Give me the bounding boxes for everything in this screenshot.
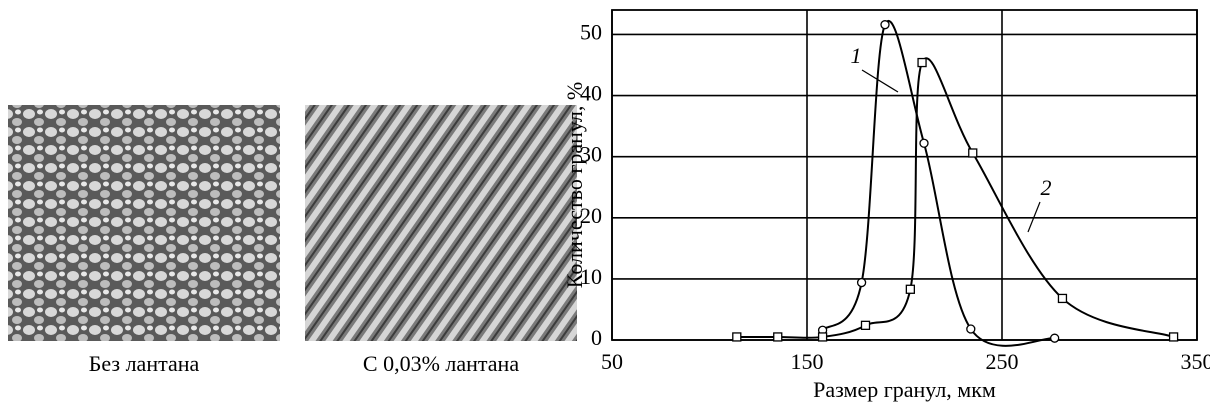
y-tick-label: 30 <box>580 142 602 167</box>
image-caption: Без лантана <box>89 351 200 376</box>
micrograph <box>8 105 280 341</box>
data-point <box>1057 293 1068 304</box>
y-tick-label: 0 <box>591 325 602 350</box>
y-tick-label: 20 <box>580 203 602 228</box>
leader-line <box>861 69 899 93</box>
x-axis-label: Размер гранул, мкм <box>813 377 996 402</box>
data-point <box>919 138 929 148</box>
y-tick-label: 50 <box>580 19 602 44</box>
image-caption: С 0,03% лантана <box>363 351 519 376</box>
data-point <box>905 284 915 294</box>
data-point <box>968 148 978 158</box>
data-point <box>817 332 828 342</box>
x-tick-label: 150 <box>791 349 824 374</box>
data-point <box>773 332 783 342</box>
y-tick-label: 10 <box>580 264 602 289</box>
series-line <box>736 57 1174 339</box>
x-tick-label: 50 <box>601 349 623 374</box>
data-point <box>732 332 742 342</box>
data-point <box>856 277 867 288</box>
data-point <box>880 20 890 30</box>
data-point <box>1168 332 1179 342</box>
series-line <box>821 20 1055 347</box>
y-axis-label: Количество гранул, % <box>562 82 587 288</box>
x-tick-label: 250 <box>986 349 1019 374</box>
leader-line <box>1027 201 1041 233</box>
x-tick-label: 350 <box>1181 349 1210 374</box>
series-label: 2 <box>1041 175 1052 200</box>
data-point <box>860 320 871 330</box>
y-tick-label: 40 <box>580 81 602 106</box>
micrograph <box>305 105 577 341</box>
chart: 0 10 20 30 40 50 50 150 250 350 Размер гранул, мкм… <box>562 9 1210 402</box>
data-point <box>966 324 976 334</box>
data-point <box>917 57 927 68</box>
data-point <box>1050 333 1060 343</box>
series-label: 1 <box>851 43 862 68</box>
